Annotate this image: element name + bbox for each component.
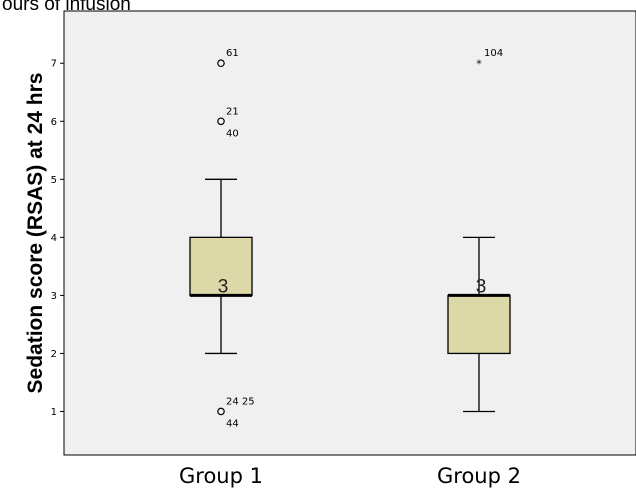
y-tick-label: 6 (51, 117, 57, 128)
y-tick-label: 5 (51, 175, 57, 186)
y-tick-label: 2 (51, 349, 57, 360)
box-group: 3 61 21 40 24 25 44 (189, 48, 255, 429)
outlier-point (217, 59, 225, 68)
median-label: 3 (218, 276, 229, 297)
y-axis: 1 2 3 4 5 6 7 (51, 59, 64, 418)
plot-area (63, 10, 636, 456)
iqr-box (189, 236, 253, 297)
outlier-point (217, 117, 225, 126)
x-axis: Group 1 Group 2 (179, 464, 521, 488)
y-tick-label: 4 (51, 233, 57, 244)
y-tick-label: 1 (51, 407, 57, 418)
outlier-label: 24 25 (226, 396, 255, 407)
box-series: 3 61 21 40 24 25 44 3 *104 (189, 48, 511, 429)
outlier-label: 61 (226, 48, 239, 59)
outlier-point (217, 407, 225, 416)
box-group: 3 *104 (447, 48, 511, 413)
x-category-label: Group 1 (179, 464, 263, 488)
outlier-label: 44 (226, 418, 239, 429)
y-axis-label: Sedation score (RSAS) at 24 hrs (24, 73, 47, 394)
median-label: 3 (476, 276, 487, 297)
x-category-label: Group 2 (437, 464, 521, 488)
iqr-box (447, 294, 511, 355)
y-tick-label: 3 (51, 291, 57, 302)
outlier-label: 104 (484, 48, 503, 59)
y-tick-label: 7 (51, 59, 57, 70)
outlier-label: 21 (226, 106, 239, 117)
outlier-label: 40 (226, 128, 239, 139)
outlier-star: * (476, 58, 482, 71)
